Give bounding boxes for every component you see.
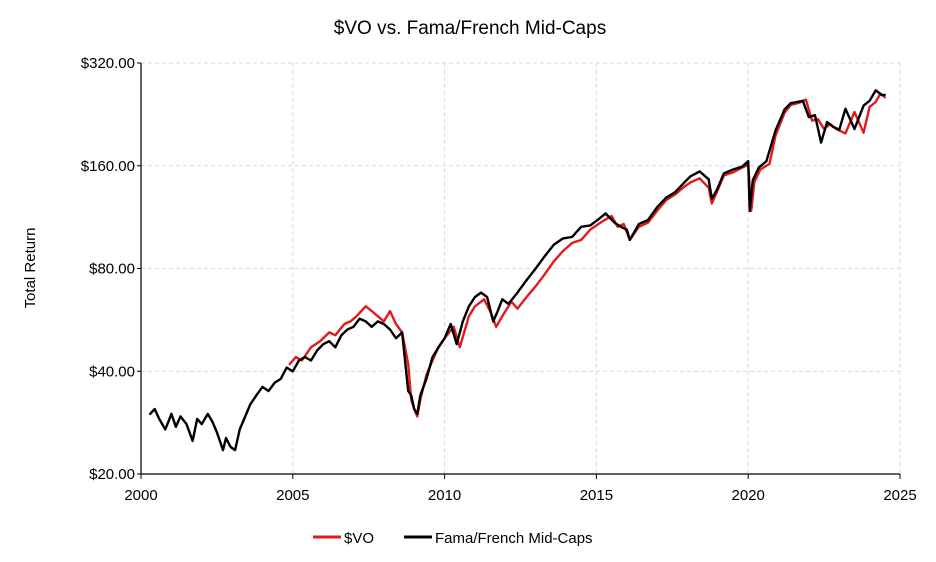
x-tick-label: 2020 — [732, 487, 765, 504]
y-axis-label: Total Return — [22, 228, 39, 309]
legend: $VO Fama/French Mid-Caps — [313, 530, 593, 547]
legend-item-fama-french-label: Fama/French Mid-Caps — [435, 530, 593, 547]
legend-item-vo-label: $VO — [344, 530, 374, 547]
tick-labels: $20.00 $40.00 $80.00 $160.00 $320.00 2000 2005… — [81, 55, 917, 504]
chart-title: $VO vs. Fama/French Mid-Caps — [334, 18, 606, 39]
x-tick-label: 2010 — [428, 487, 461, 504]
x-tick-label: 2025 — [883, 487, 916, 504]
y-tick-label: $320.00 — [81, 55, 135, 72]
plot-area — [148, 89, 886, 452]
x-tick-label: 2005 — [276, 487, 309, 504]
gridlines — [141, 62, 901, 474]
y-tick-label: $40.00 — [89, 363, 135, 380]
y-tick-label: $20.00 — [89, 466, 135, 483]
series-line-vo — [288, 92, 886, 418]
x-tick-label: 2000 — [124, 487, 157, 504]
axes — [137, 62, 901, 479]
series-line-fama-french — [148, 89, 886, 452]
y-tick-label: $80.00 — [89, 261, 135, 278]
y-tick-label: $160.00 — [81, 158, 135, 175]
x-tick-label: 2015 — [580, 487, 613, 504]
